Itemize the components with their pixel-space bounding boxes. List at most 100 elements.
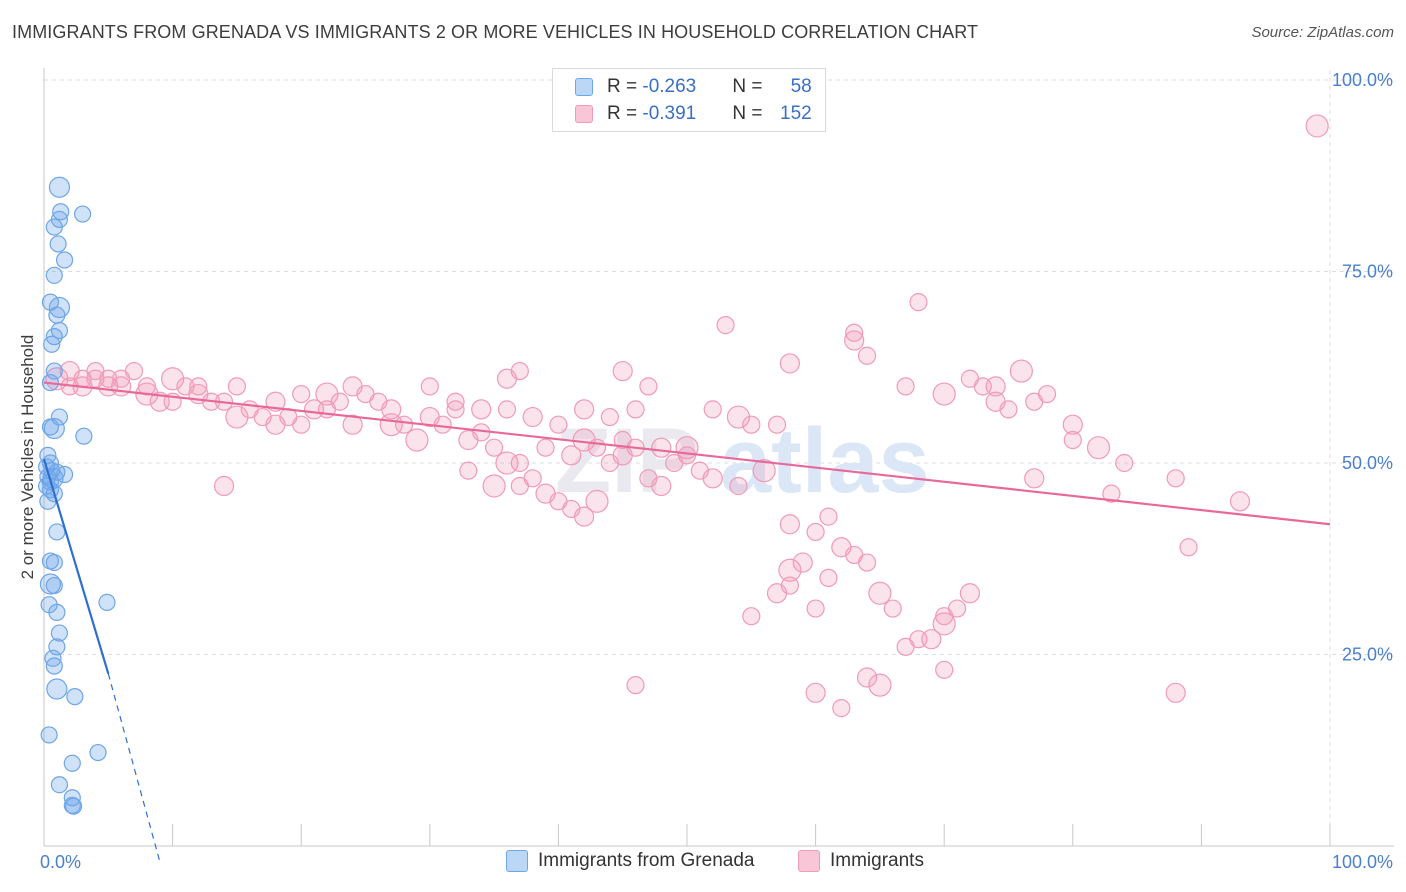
data-point-immigrants bbox=[496, 368, 518, 389]
chart-legend: Immigrants from Grenada Immigrants bbox=[0, 850, 1406, 880]
stats-n-label: N = bbox=[732, 103, 768, 124]
data-point-immigrants bbox=[819, 507, 838, 526]
data-point-immigrants bbox=[767, 415, 787, 434]
data-point-grenada bbox=[43, 417, 65, 440]
trend-line-grenada bbox=[42, 458, 110, 674]
data-point-immigrants bbox=[729, 476, 748, 496]
legend-item-grenada: Immigrants from Grenada bbox=[506, 850, 754, 872]
data-point-immigrants bbox=[932, 612, 956, 636]
data-point-immigrants bbox=[780, 576, 799, 595]
data-point-immigrants bbox=[433, 415, 452, 434]
data-point-grenada bbox=[45, 576, 63, 595]
data-point-immigrants bbox=[459, 461, 478, 480]
data-point-immigrants bbox=[1165, 682, 1186, 703]
data-point-immigrants bbox=[909, 293, 928, 312]
data-point-grenada bbox=[39, 492, 57, 510]
stats-legend-box: R = -0.263 N = 58 R = -0.391 N = 152 bbox=[552, 68, 826, 132]
data-point-immigrants bbox=[1025, 392, 1044, 411]
data-point-immigrants bbox=[510, 453, 529, 473]
data-point-immigrants bbox=[868, 673, 892, 697]
stats-swatch-immigrants bbox=[575, 105, 593, 123]
data-point-immigrants bbox=[497, 400, 517, 419]
data-point-grenada bbox=[66, 688, 84, 706]
data-point-grenada bbox=[64, 797, 83, 815]
data-point-immigrants bbox=[585, 489, 609, 513]
data-point-grenada bbox=[98, 593, 116, 612]
data-point-immigrants bbox=[947, 599, 967, 618]
data-point-grenada bbox=[40, 726, 58, 744]
data-point-immigrants bbox=[857, 346, 877, 365]
data-point-grenada bbox=[43, 335, 61, 353]
data-point-immigrants bbox=[806, 522, 825, 542]
data-point-immigrants bbox=[665, 453, 684, 473]
data-point-immigrants bbox=[1115, 453, 1134, 473]
data-point-immigrants bbox=[752, 459, 776, 483]
data-point-immigrants bbox=[932, 382, 956, 406]
data-point-immigrants bbox=[819, 568, 838, 588]
stats-row-immigrants: R = -0.391 N = 152 bbox=[575, 100, 812, 128]
data-point-immigrants bbox=[805, 682, 826, 703]
data-point-immigrants bbox=[482, 474, 506, 498]
data-point-grenada bbox=[63, 796, 81, 815]
data-point-immigrants bbox=[651, 475, 672, 497]
data-point-immigrants bbox=[342, 414, 363, 435]
data-point-grenada bbox=[45, 553, 63, 572]
data-point-immigrants bbox=[1102, 484, 1121, 503]
data-point-grenada bbox=[55, 465, 74, 484]
data-point-immigrants bbox=[612, 360, 633, 382]
data-point-immigrants bbox=[161, 367, 185, 391]
data-point-immigrants bbox=[510, 476, 529, 496]
data-point-immigrants bbox=[574, 399, 595, 420]
data-point-grenada bbox=[48, 306, 66, 324]
data-point-immigrants bbox=[935, 660, 954, 679]
data-point-immigrants bbox=[471, 399, 492, 420]
data-point-grenada bbox=[75, 427, 93, 445]
data-point-immigrants bbox=[896, 637, 915, 656]
data-point-immigrants bbox=[561, 445, 582, 466]
chart-source: Source: ZipAtlas.com bbox=[1251, 24, 1394, 41]
data-point-immigrants bbox=[59, 360, 80, 382]
stats-swatch-grenada bbox=[575, 78, 593, 96]
stats-r-label: R = bbox=[607, 76, 643, 97]
data-point-immigrants bbox=[587, 438, 607, 457]
data-point-immigrants bbox=[1305, 114, 1329, 138]
data-point-immigrants bbox=[792, 552, 813, 573]
x-tick-label: 100.0% bbox=[1332, 852, 1393, 872]
data-point-immigrants bbox=[959, 583, 981, 604]
data-point-immigrants bbox=[921, 629, 942, 650]
data-point-grenada bbox=[48, 176, 71, 198]
data-point-immigrants bbox=[896, 377, 915, 396]
data-point-immigrants bbox=[844, 330, 865, 351]
data-point-immigrants bbox=[973, 377, 992, 396]
y-tick-label: 50.0% bbox=[1342, 453, 1393, 473]
data-point-immigrants bbox=[779, 514, 800, 535]
trend-lines bbox=[42, 381, 1331, 862]
data-point-immigrants bbox=[845, 323, 864, 342]
data-point-immigrants bbox=[702, 468, 723, 489]
data-point-immigrants bbox=[868, 581, 892, 605]
stats-r-value: -0.263 bbox=[642, 76, 697, 97]
data-point-immigrants bbox=[330, 392, 349, 411]
data-point-immigrants bbox=[315, 382, 339, 406]
stats-r-value: -0.391 bbox=[642, 103, 697, 124]
data-point-immigrants bbox=[1086, 436, 1111, 460]
stats-row-grenada: R = -0.263 N = 58 bbox=[575, 73, 812, 101]
data-point-immigrants bbox=[1179, 538, 1198, 557]
data-point-immigrants bbox=[446, 400, 465, 419]
data-point-immigrants bbox=[1062, 414, 1083, 435]
data-point-grenada bbox=[50, 776, 69, 794]
data-point-grenada bbox=[45, 657, 63, 675]
data-point-immigrants bbox=[227, 377, 246, 396]
data-point-immigrants bbox=[600, 407, 619, 427]
data-point-grenada bbox=[73, 205, 92, 223]
data-point-immigrants bbox=[292, 415, 311, 434]
data-point-immigrants bbox=[536, 438, 555, 457]
data-point-grenada bbox=[48, 603, 66, 621]
data-point-immigrants bbox=[225, 405, 249, 429]
data-point-grenada bbox=[45, 218, 63, 236]
data-point-immigrants bbox=[703, 400, 722, 419]
grenada-points bbox=[37, 176, 116, 815]
y-tick-label: 100.0% bbox=[1332, 70, 1393, 90]
data-point-immigrants bbox=[549, 415, 568, 434]
tick-labels: 25.0% 50.0% 75.0% 100.0% 0.0% 100.0% bbox=[40, 70, 1393, 872]
